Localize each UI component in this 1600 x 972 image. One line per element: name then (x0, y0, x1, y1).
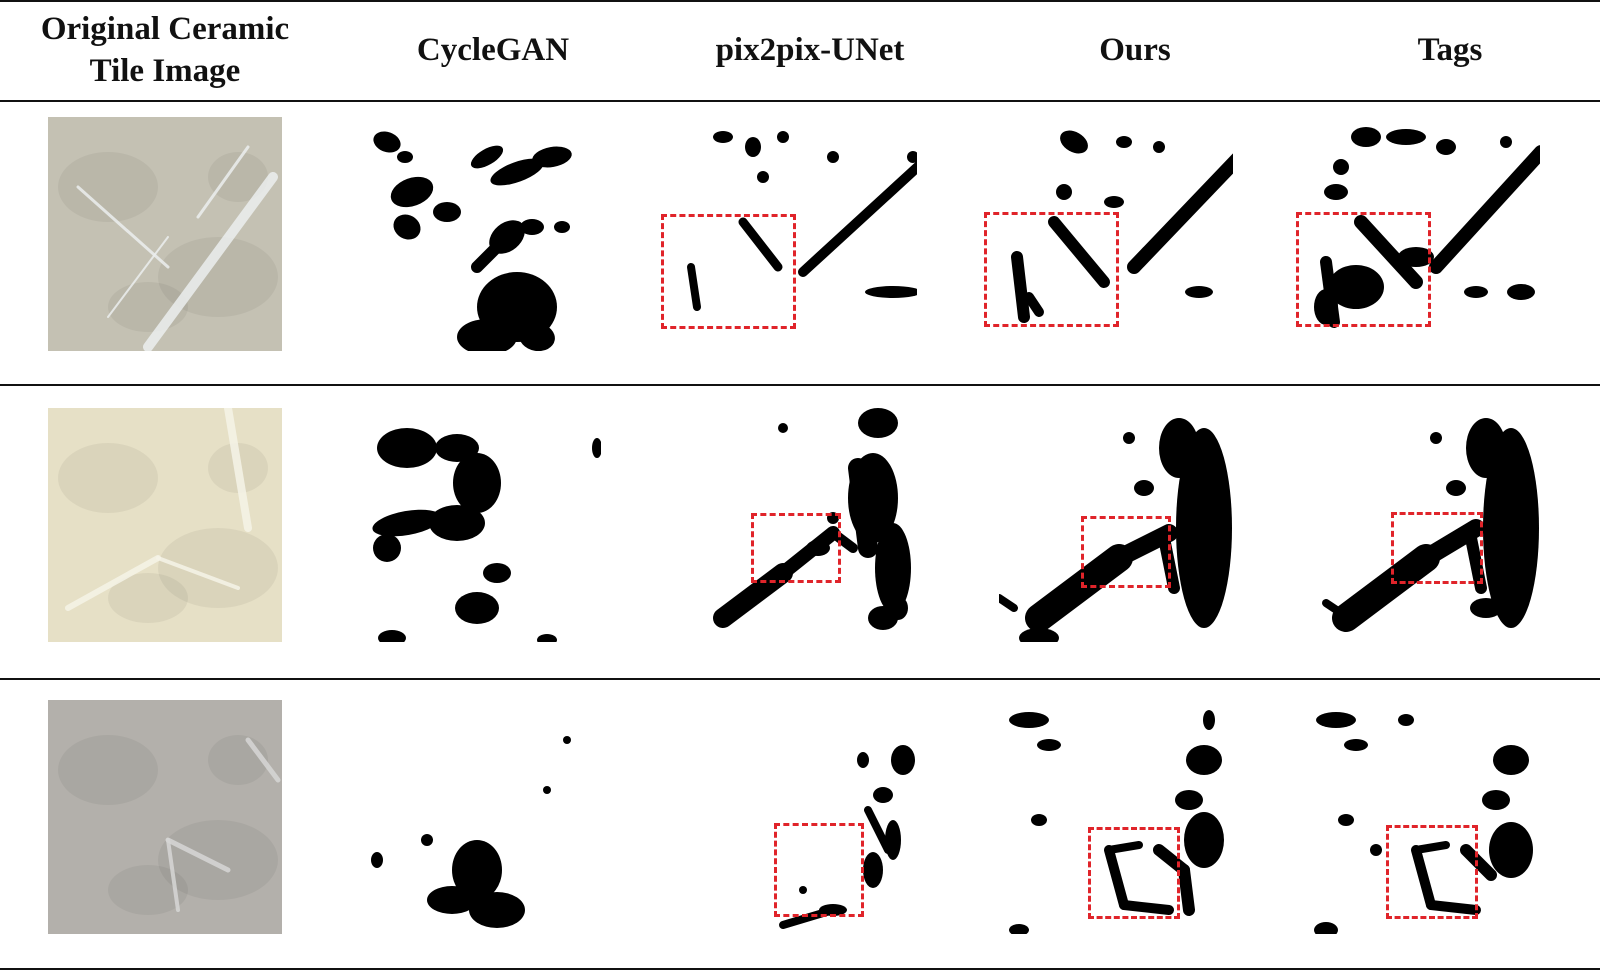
original-tile-image-row-3 (48, 700, 282, 934)
row-divider-2 (0, 678, 1600, 680)
segmentation-map-cyclegan-row-1 (367, 117, 601, 351)
highlight-box (1081, 516, 1171, 588)
segmentation-map-ours-row-2 (999, 408, 1233, 642)
segmentation-map-ours-row-3 (999, 700, 1233, 934)
header-rule (0, 100, 1600, 102)
header-tags: Tags (1417, 32, 1483, 68)
header-original: Original Ceramic Tile Image (0, 0, 330, 100)
highlight-box (774, 823, 864, 917)
top-rule (0, 0, 1600, 2)
header-original-text: Original Ceramic Tile Image (40, 11, 290, 89)
segmentation-map-cyclegan-row-3 (367, 700, 601, 934)
segmentation-map-ours-row-1 (984, 117, 1233, 351)
segmentation-map-cyclegan-row-2 (367, 408, 601, 642)
highlight-box (1088, 827, 1180, 919)
header-ours: Ours (1099, 32, 1171, 68)
original-tile-image-row-2 (48, 408, 282, 642)
segmentation-map-tags-row-2 (1306, 408, 1540, 642)
original-tile-image-row-1 (48, 117, 282, 351)
header-pix2pix: pix2pix-UNet (715, 32, 905, 68)
segmentation-map-pix2pix-row-1 (661, 117, 917, 351)
header-cyclegan: CycleGAN (416, 32, 570, 68)
highlight-box (661, 214, 796, 329)
highlight-box (751, 513, 841, 583)
row-divider-1 (0, 384, 1600, 386)
segmentation-map-tags-row-3 (1306, 700, 1540, 934)
segmentation-map-pix2pix-row-2 (683, 408, 917, 642)
segmentation-map-tags-row-1 (1296, 117, 1540, 351)
highlight-box (1386, 825, 1478, 919)
highlight-box (984, 212, 1119, 327)
highlight-box (1391, 512, 1483, 584)
segmentation-map-pix2pix-row-3 (683, 700, 917, 934)
highlight-box (1296, 212, 1431, 327)
bottom-rule (0, 968, 1600, 970)
